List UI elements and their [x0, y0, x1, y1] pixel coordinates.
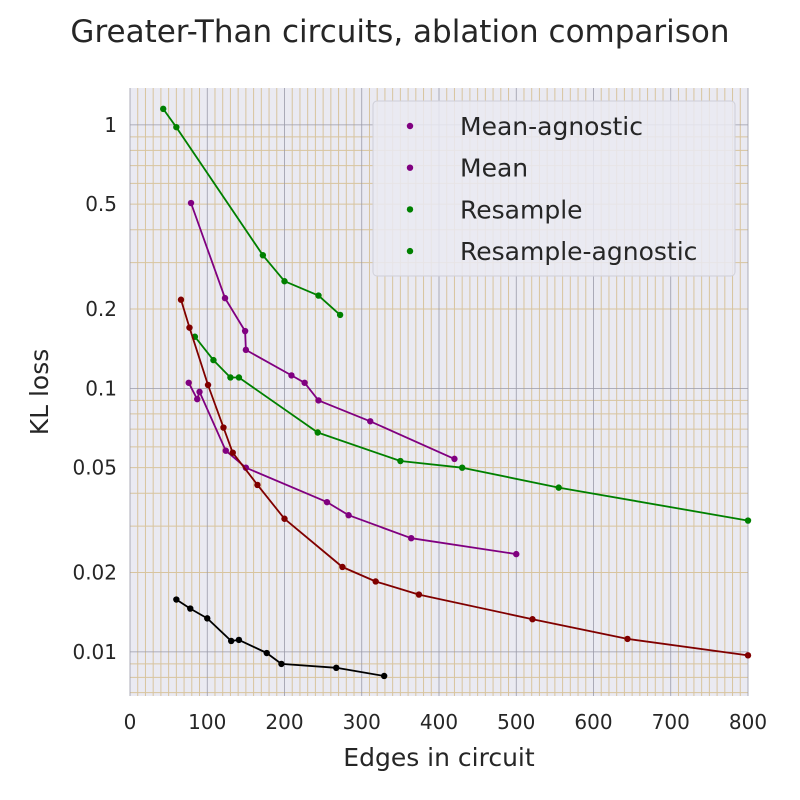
series-1 — [187, 199, 458, 463]
legend-marker — [406, 164, 414, 171]
data-point — [222, 447, 229, 454]
legend-label: Mean — [460, 154, 528, 183]
x-tick-label: 700 — [652, 710, 690, 734]
x-axis: 0 100 200 300 400 500 600 700 800 — [124, 710, 767, 734]
x-axis-label: Edges in circuit — [343, 743, 535, 772]
data-point — [367, 418, 374, 425]
series-4 — [177, 296, 752, 659]
data-point — [229, 449, 236, 456]
y-tick-label: 0.1 — [85, 376, 117, 400]
y-tick-label: 0.02 — [72, 561, 117, 585]
data-point — [281, 278, 288, 285]
data-point — [227, 374, 234, 381]
data-point — [160, 105, 167, 113]
x-tick-label: 500 — [497, 710, 535, 734]
data-point — [336, 311, 344, 319]
x-tick-label: 800 — [729, 710, 767, 734]
data-point — [242, 346, 250, 354]
x-tick-label: 600 — [574, 710, 612, 734]
data-point — [259, 252, 267, 259]
legend-box — [372, 100, 736, 277]
data-point — [345, 512, 352, 519]
data-point — [333, 664, 340, 672]
data-point — [278, 660, 285, 668]
data-point — [210, 356, 217, 364]
legend-label: Resample — [460, 195, 583, 224]
y-tick-label: 0.2 — [85, 297, 117, 321]
data-point — [458, 464, 466, 471]
series-5 — [173, 596, 388, 680]
series-3 — [185, 379, 520, 558]
data-point — [339, 563, 346, 571]
x-tick-label: 400 — [420, 710, 458, 734]
y-axis: 0.01 0.02 0.05 0.1 0.2 0.5 1 — [72, 113, 117, 664]
data-point — [513, 550, 520, 558]
data-point — [315, 292, 322, 299]
data-point — [744, 517, 752, 524]
y-tick-label: 0.5 — [85, 192, 117, 216]
data-point — [301, 379, 308, 386]
data-point — [314, 429, 321, 436]
data-point — [263, 649, 270, 657]
data-point — [227, 637, 235, 645]
legend-label: Resample-agnostic — [460, 237, 697, 266]
data-point — [415, 591, 423, 598]
data-point — [173, 596, 180, 603]
data-point — [451, 455, 458, 463]
data-point — [196, 388, 203, 396]
y-tick-label: 1 — [104, 113, 117, 137]
data-point — [187, 199, 195, 207]
data-point — [173, 123, 180, 131]
data-point — [380, 672, 388, 680]
data-point — [204, 615, 211, 622]
data-point — [241, 327, 249, 335]
data-point — [221, 294, 229, 302]
data-point — [372, 578, 379, 585]
data-point — [624, 635, 631, 643]
data-point — [235, 374, 243, 381]
x-tick-label: 200 — [265, 710, 303, 734]
data-point — [220, 424, 227, 431]
data-point — [187, 605, 194, 612]
x-tick-label: 300 — [343, 710, 381, 734]
data-point — [315, 397, 322, 404]
legend-marker — [406, 247, 414, 255]
series-line — [162, 108, 341, 316]
data-point — [555, 484, 562, 491]
data-point — [204, 381, 212, 389]
series-2 — [191, 333, 752, 524]
data-point — [529, 616, 536, 623]
data-point — [177, 296, 185, 303]
data-point — [407, 534, 415, 542]
data-point — [288, 372, 295, 379]
data-point — [323, 498, 331, 506]
y-axis-label: KL loss — [25, 349, 54, 436]
data-point — [186, 324, 193, 331]
legend-label: Mean-agnostic — [460, 112, 643, 141]
x-tick-label: 0 — [124, 710, 137, 734]
y-tick-label: 0.05 — [72, 456, 117, 480]
data-point — [235, 636, 243, 644]
data-point — [281, 515, 288, 522]
legend-marker — [406, 206, 414, 213]
chart-title: Greater-Than circuits, ablation comparis… — [70, 14, 729, 50]
data-point — [254, 481, 261, 489]
data-point — [242, 464, 250, 471]
series-layer — [160, 105, 752, 680]
data-point — [194, 395, 201, 403]
data-point — [185, 379, 192, 386]
series-0 — [160, 105, 344, 319]
legend-marker — [406, 122, 414, 130]
data-point — [397, 457, 404, 465]
data-point — [744, 652, 752, 659]
x-tick-label: 100 — [188, 710, 226, 734]
legend: Mean-agnostic Mean Resample Resample-agnost… — [372, 100, 736, 277]
y-tick-label: 0.01 — [72, 640, 117, 664]
